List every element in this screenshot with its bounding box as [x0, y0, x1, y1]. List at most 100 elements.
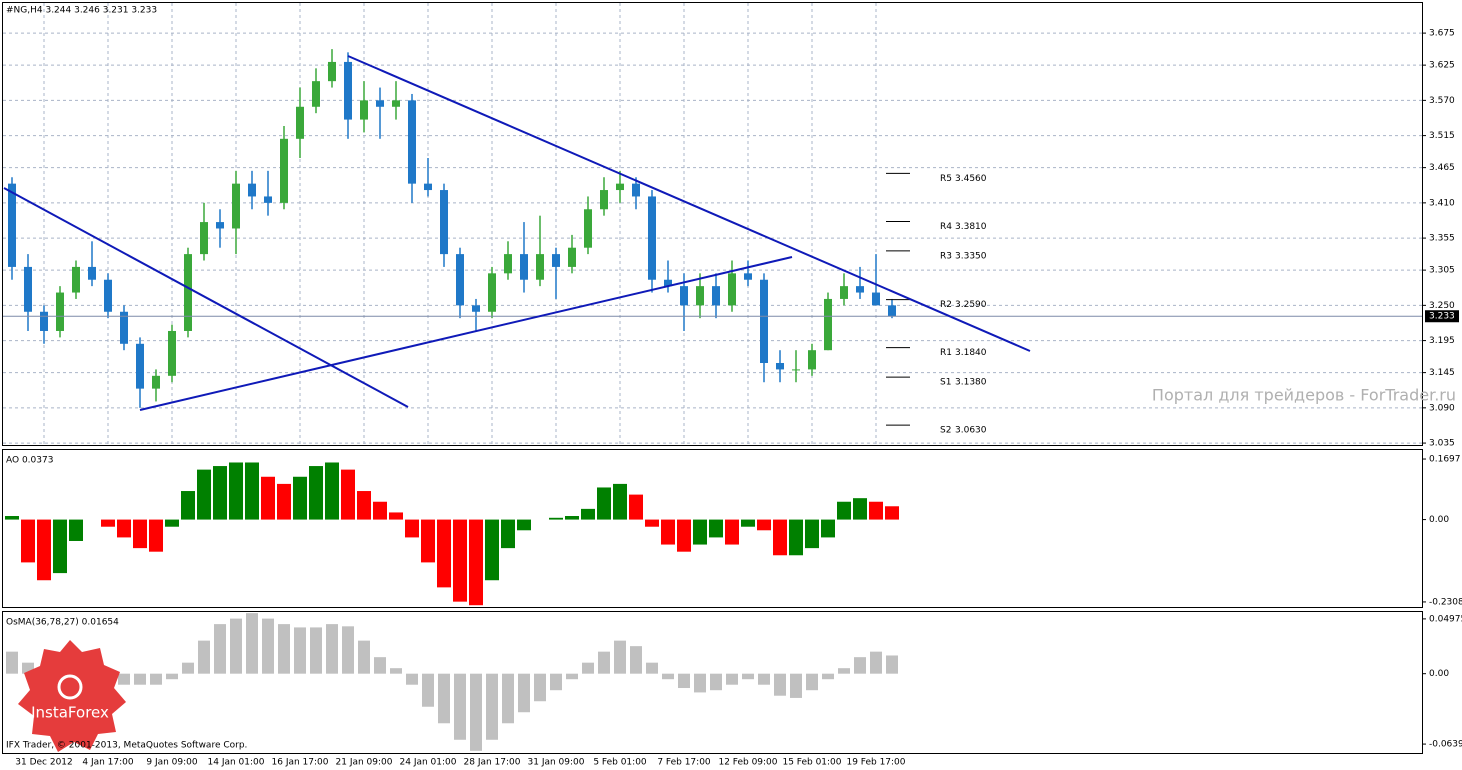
osma-bar	[566, 673, 578, 680]
candle-body	[392, 100, 400, 107]
osma-bar	[646, 662, 658, 674]
osma-bar	[214, 624, 226, 674]
osma-bar	[854, 657, 866, 674]
candle-body	[472, 305, 480, 312]
y-tick-label: 3.675	[1429, 29, 1455, 39]
osma-bar	[406, 673, 418, 685]
candle-body	[632, 183, 640, 197]
candle-body	[648, 196, 656, 280]
osma-bar	[166, 673, 178, 680]
candle-body	[296, 106, 304, 139]
ao-bar	[805, 519, 819, 549]
osma-bar	[614, 640, 626, 674]
ao-bar	[661, 519, 675, 545]
trend-line	[347, 55, 1031, 352]
ao-bar	[261, 476, 275, 520]
candle-body	[680, 286, 688, 306]
watermark: Портал для трейдеров - ForTrader.ru	[1152, 386, 1456, 405]
candle-body	[568, 247, 576, 267]
osma-bar	[486, 673, 498, 740]
ao-bar	[309, 466, 323, 520]
osma-bar	[662, 673, 674, 680]
candle-body	[792, 369, 800, 371]
candle-body	[40, 311, 48, 331]
y-tick-label: 0.00	[1429, 669, 1449, 679]
ao-bar	[853, 498, 867, 520]
osma-bar	[774, 673, 786, 696]
osma-title: OsMA(36,78,27) 0.01654	[6, 618, 119, 628]
x-tick-label: 24 Jan 01:00	[400, 758, 457, 768]
ao-bar	[117, 519, 131, 538]
y-tick-label: 3.250	[1429, 301, 1455, 311]
ao-bar	[485, 519, 499, 581]
osma-bar	[342, 626, 354, 674]
ao-bar	[677, 519, 691, 552]
ao-bar	[725, 519, 739, 545]
pivot-name: R4	[940, 222, 952, 232]
osma-bar	[518, 673, 530, 713]
plot-layer: 3.675 3.625 3.570 3.515 3.465 3.410 3.355 3.305…	[3, 3, 1462, 768]
y-tick-label: -0.0639	[1429, 740, 1462, 750]
osma-bar	[390, 668, 402, 674]
candle-body	[520, 254, 528, 280]
candle-body	[728, 273, 736, 306]
pivot-name: S1	[940, 378, 951, 388]
y-tick-label: 3.090	[1429, 403, 1455, 413]
candle-body	[696, 286, 704, 306]
candle-body	[264, 196, 272, 203]
candle-body	[72, 266, 80, 293]
osma-bar	[790, 673, 802, 698]
osma-bar	[134, 673, 146, 685]
pivot-name: R2	[940, 300, 952, 310]
ao-bar	[469, 519, 483, 606]
ao-bar	[229, 462, 243, 520]
candle-body	[360, 100, 368, 120]
candle-body	[232, 183, 240, 229]
candle-body	[856, 286, 864, 293]
ao-bar	[837, 501, 851, 520]
osma-bar	[694, 673, 706, 693]
x-tick-label: 21 Jan 09:00	[336, 758, 393, 768]
x-tick-label: 31 Jan 09:00	[528, 758, 585, 768]
candle-body	[776, 363, 784, 370]
candle-body	[408, 100, 416, 184]
candle-body	[280, 138, 288, 203]
ao-bar	[773, 519, 787, 556]
ao-bar	[101, 519, 115, 527]
ao-bar	[421, 519, 435, 563]
y-tick-label: 0.04975	[1429, 614, 1462, 624]
ao-bar	[613, 483, 627, 520]
osma-bar	[278, 624, 290, 674]
osma-bar	[358, 640, 370, 674]
ao-bar	[389, 512, 403, 520]
osma-bar	[310, 627, 322, 674]
osma-bar	[198, 640, 210, 674]
osma-bar	[550, 673, 562, 691]
osma-bar	[6, 651, 18, 674]
osma-bar	[22, 662, 34, 674]
trend-line	[139, 256, 793, 411]
osma-bar	[726, 673, 738, 685]
pivot-value: 3.1380	[955, 378, 987, 388]
ao-bar	[501, 519, 515, 549]
candle-body	[376, 100, 384, 107]
osma-bar	[598, 651, 610, 674]
ao-bar	[405, 519, 419, 538]
candle-body	[536, 254, 544, 280]
pivot-value: 3.2590	[955, 300, 987, 310]
x-tick-label: 4 Jan 17:00	[82, 758, 134, 768]
y-tick-label: 3.305	[1429, 266, 1455, 276]
candle-body	[824, 298, 832, 351]
ao-bar	[341, 469, 355, 520]
osma-bar	[502, 673, 514, 724]
osma-bar	[470, 673, 482, 751]
y-tick-label: 0.00	[1429, 515, 1449, 525]
ao-bar	[373, 501, 387, 520]
ao-bar	[213, 466, 227, 520]
x-tick-label: 16 Jan 17:00	[272, 758, 329, 768]
ao-bar	[597, 487, 611, 520]
ao-title: AO 0.0373	[6, 456, 53, 466]
pivot-name: R1	[940, 348, 952, 358]
osma-bar	[758, 673, 770, 685]
